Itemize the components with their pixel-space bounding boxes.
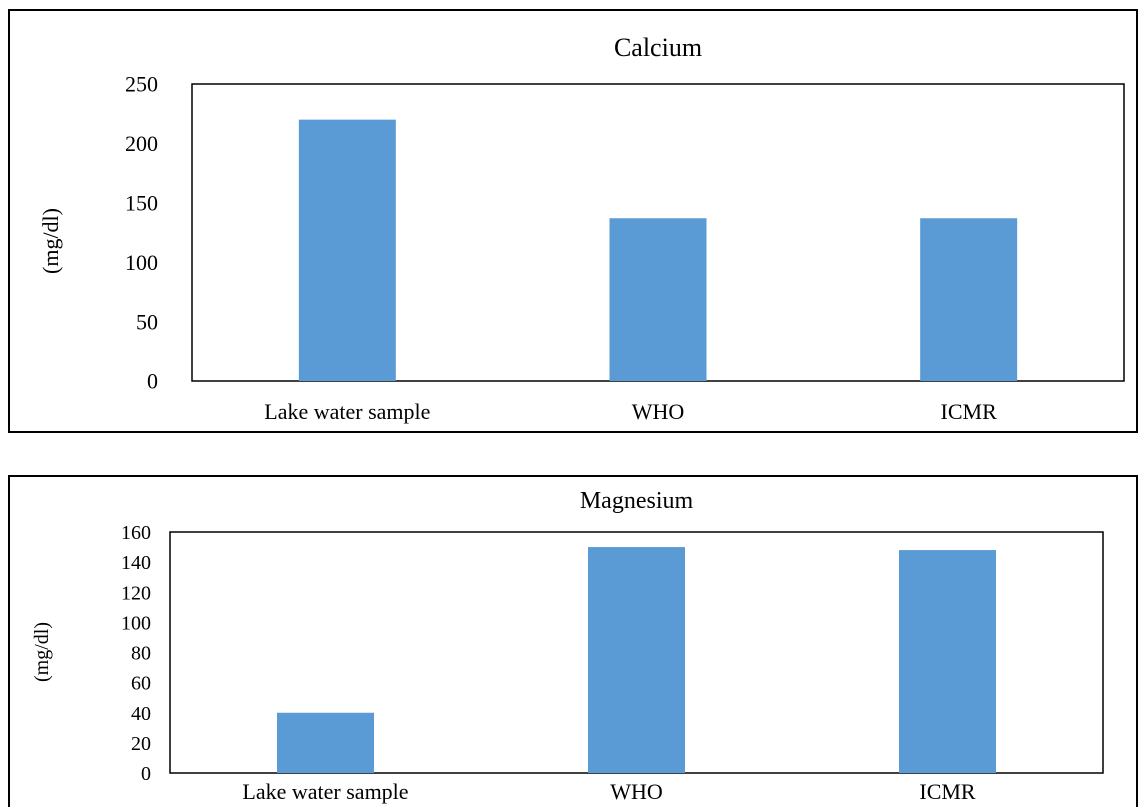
bar [609,218,707,381]
y-tick-label: 160 [121,522,151,544]
y-axis-label: (mg/dl) [38,208,63,274]
bar [298,119,396,381]
x-category-label: WHO [610,779,663,804]
y-tick-label: 60 [131,673,151,695]
calcium-chart-panel: Calcium 0 50 100 150 200 250 (mg/dl) Lake water … [8,9,1138,433]
y-tick-label: 40 [131,703,151,725]
y-tick-label: 250 [125,72,158,97]
y-tick-label: 100 [125,250,158,275]
y-tick-label: 100 [121,612,151,634]
x-category-label: Lake water sample [264,399,430,424]
x-category-label: Lake water sample [242,779,408,804]
bar [899,550,996,773]
x-category-label: WHO [632,399,685,424]
y-tick-label: 50 [136,309,158,334]
x-category-label: ICMR [941,399,998,424]
y-tick-label: 140 [121,552,151,574]
x-category-label: ICMR [919,779,976,804]
y-tick-label: 0 [141,763,151,785]
bar [588,547,685,773]
calcium-chart: Calcium 0 50 100 150 200 250 (mg/dl) Lake water … [38,33,1125,424]
magnesium-chart: Magnesium 0 20 40 60 80 100 120 140 160 (mg/dl) Lak… [31,488,1104,804]
y-tick-label: 20 [131,733,151,755]
chart-title: Magnesium [580,488,694,514]
bar [277,712,374,773]
y-tick-label: 120 [121,582,151,604]
magnesium-chart-panel: Magnesium 0 20 40 60 80 100 120 140 160 (mg/dl) Lak… [8,475,1138,807]
y-tick-label: 80 [131,643,151,665]
y-tick-label: 200 [125,131,158,156]
chart-title: Calcium [614,33,702,62]
y-axis-label: (mg/dl) [31,622,53,682]
y-tick-label: 150 [125,191,158,216]
y-tick-label: 0 [147,369,158,394]
bar [920,218,1018,381]
